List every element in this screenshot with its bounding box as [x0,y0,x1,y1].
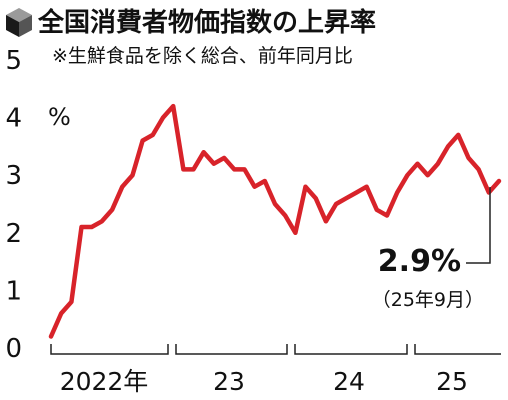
y-tick-label-4: 4 [5,104,22,134]
latest-value-callout: 2.9% （25年9月） [372,186,491,311]
callout-leader-line [466,186,491,264]
series-line-cpi [48,103,502,339]
x-axis-year-bracket [414,344,501,355]
y-tick-label-2: 2 [5,219,22,249]
chart-title-block: 全国消費者物価指数の上昇率 [6,7,376,38]
callout-value-label: 2.9% [378,244,461,279]
x-tick-label-0: 2022年 [60,367,149,396]
x-tick-label-1: 23 [213,367,245,396]
x-axis-year-bracket [175,344,288,355]
x-axis: 2022年 23 24 25 [50,344,501,396]
chart-title: 全国消費者物価指数の上昇率 [37,7,376,38]
cube-icon [6,8,32,37]
y-tick-label-1: 1 [5,276,22,306]
x-axis-year-bracket [50,344,169,355]
x-tick-label-3: 25 [436,367,468,396]
y-tick-label-5: 5 [5,46,22,76]
x-axis-year-bracket [294,344,408,355]
y-tick-label-3: 3 [5,161,22,191]
x-tick-label-2: 24 [333,367,365,396]
y-axis-tick-labels: 0 1 2 3 4 5 [5,46,22,364]
y-tick-label-0: 0 [5,334,22,364]
chart-subtitle: ※生鮮食品を除く総合、前年同月比 [52,45,353,67]
y-axis-unit-label: % [48,103,71,131]
callout-date-label: （25年9月） [372,289,484,311]
